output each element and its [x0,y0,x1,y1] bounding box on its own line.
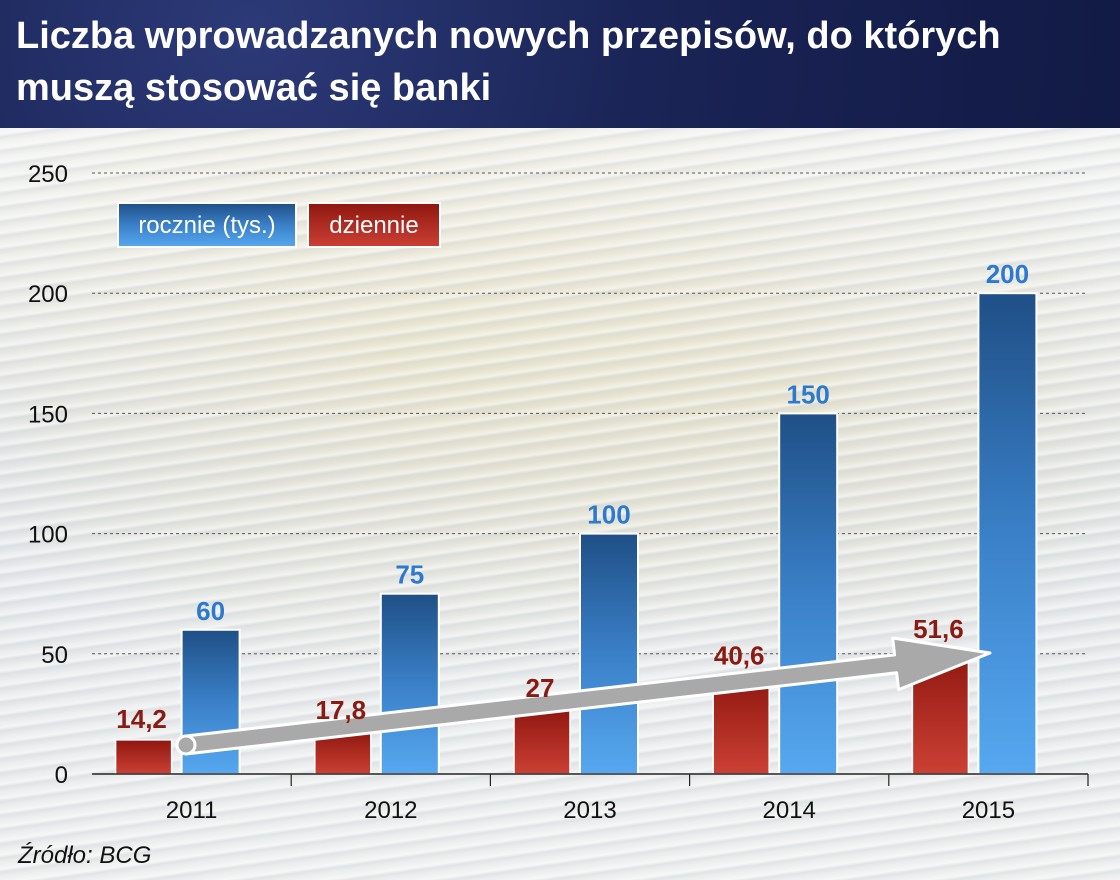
x-tick-label: 2011 [166,797,218,824]
data-label-rocznie: 200 [986,259,1029,289]
legend: rocznie (tys.) dziennie [117,202,441,248]
data-labels: 60 14,2 75 17,8 100 27 150 40,6 200 51,6 [116,259,1029,734]
legend-swatch-rocznie [117,202,297,248]
y-tick-label: 0 [55,762,68,789]
y-tick-label: 250 [28,161,68,188]
bar-rocznie [778,412,839,775]
y-tick-label: 50 [41,642,68,669]
data-label-dziennie: 14,2 [116,704,167,734]
trend-arrow [175,636,992,756]
legend-label-dziennie: dziennie [329,212,418,239]
data-label-rocznie: 100 [587,500,630,530]
bar-rocznie [379,592,440,776]
data-label-dziennie: 17,8 [315,695,366,725]
x-axis-ticks: 2011 2012 2013 2014 2015 [166,797,1015,824]
trend-arrow-shape [183,636,992,756]
x-tick-label: 2012 [364,797,417,824]
y-axis-ticks: 0 50 100 150 200 250 [28,161,68,789]
bars [114,292,1038,776]
y-tick-label: 200 [28,281,68,308]
x-tick-label: 2015 [962,797,1015,824]
data-label-rocznie: 150 [787,379,830,409]
data-label-dziennie: 27 [526,673,555,703]
trend-arrow-tail [175,734,197,756]
x-axis [92,773,1089,786]
bar-rocznie [579,532,639,775]
legend-label-rocznie: rocznie (tys.) [138,212,275,239]
x-tick-label: 2014 [763,797,816,824]
data-label-rocznie: 75 [395,560,424,590]
bar-rocznie [977,292,1038,775]
y-tick-label: 100 [28,522,68,549]
x-tick-label: 2013 [563,797,616,824]
source-note: Źródło: BCG [18,842,152,869]
data-label-rocznie: 60 [196,596,225,626]
bar-dziennie [114,739,173,775]
legend-swatch-dziennie [307,202,441,248]
data-label-dziennie: 40,6 [714,640,765,670]
y-tick-label: 150 [28,401,68,428]
header-banner: Liczba wprowadzanych nowych przepisów, d… [0,0,1120,128]
bar-dziennie [513,708,571,775]
data-label-dziennie: 51,6 [913,614,964,644]
chart-title: Liczba wprowadzanych nowych przepisów, d… [16,15,1001,109]
